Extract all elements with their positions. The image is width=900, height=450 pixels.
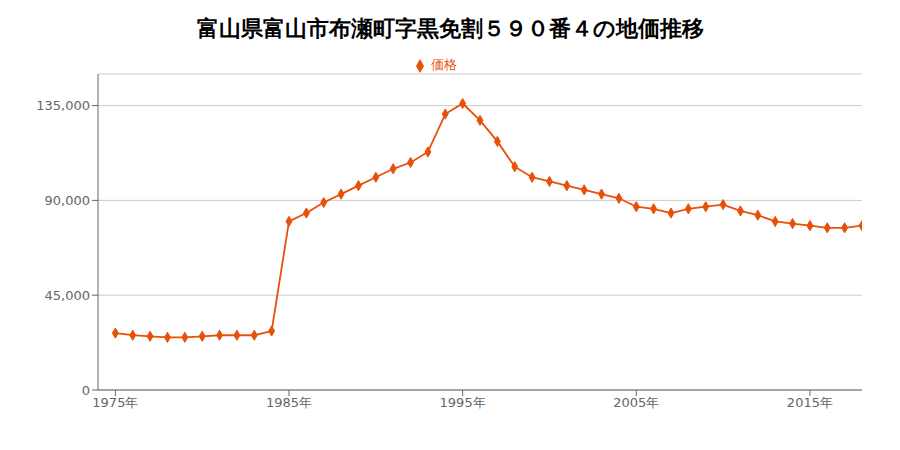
svg-text:2015年: 2015年	[787, 395, 833, 410]
svg-text:2005年: 2005年	[613, 395, 659, 410]
html-text:富山県富山市布瀬町字黒免割５９０番４の地価推移: 富山県富山市布瀬町字黒免割５９０番４の地価推移	[196, 16, 704, 41]
html-text:価格: 価格	[431, 57, 457, 72]
svg-text:1995年: 1995年	[440, 395, 486, 410]
svg-text:0: 0	[82, 383, 90, 398]
svg-text:1975年: 1975年	[92, 395, 138, 410]
svg-text:135,000: 135,000	[36, 98, 90, 113]
svg-text:1985年: 1985年	[266, 395, 312, 410]
svg-text:45,000: 45,000	[45, 288, 91, 303]
svg-text:90,000: 90,000	[45, 193, 91, 208]
